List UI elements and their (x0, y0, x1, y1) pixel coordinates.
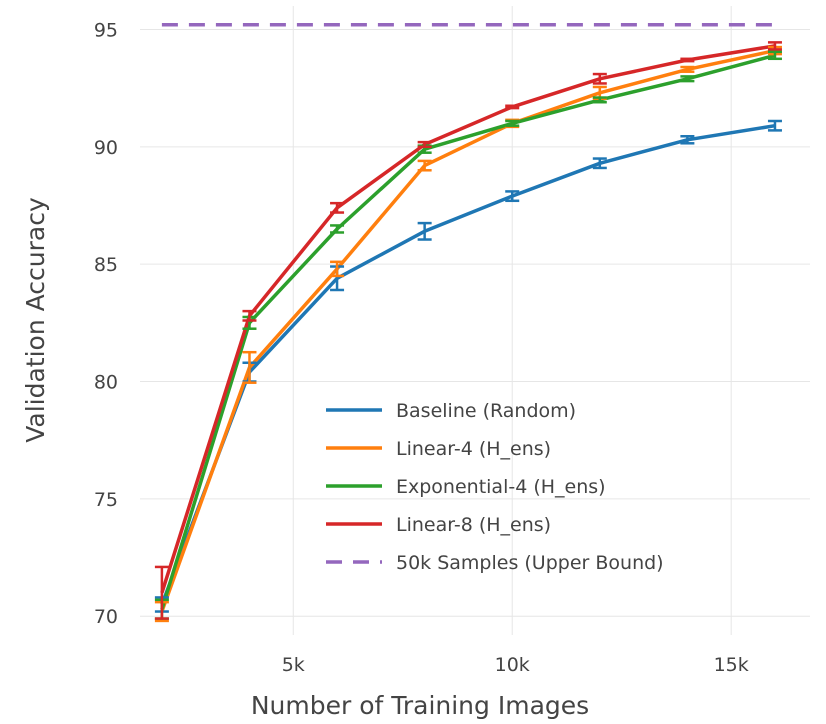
error-bar (592, 72, 607, 85)
error-bar (767, 119, 782, 132)
error-bar (242, 309, 257, 322)
error-bar (680, 65, 695, 73)
legend-label: Baseline (Random) (396, 400, 576, 422)
series-line-1 (160, 48, 776, 613)
y-tick-label: 80 (94, 372, 118, 394)
error-bar (505, 119, 520, 127)
error-bar (330, 260, 345, 278)
error-bar (592, 157, 607, 170)
error-bar (680, 135, 695, 145)
y-tick-label: 90 (94, 137, 118, 159)
error-bar (505, 104, 520, 110)
error-bar (417, 159, 432, 172)
legend-label: Exponential-4 (H_ens) (396, 476, 606, 498)
legend-item: Linear-8 (H_ens) (326, 514, 551, 536)
error-bar (330, 201, 345, 214)
error-bar (330, 224, 345, 234)
legend-label: Linear-8 (H_ens) (396, 514, 551, 536)
legend-label: Linear-4 (H_ens) (396, 438, 551, 460)
error-bar (242, 350, 257, 384)
grid (140, 6, 810, 635)
x-tick-label: 10k (495, 654, 530, 676)
error-bar (680, 57, 695, 63)
x-tick-labels: 5k 10k 15k (282, 654, 749, 676)
y-tick-labels: 70 75 80 85 90 95 (94, 19, 118, 628)
error-bar (767, 41, 782, 51)
error-bar (680, 75, 695, 83)
legend-label: 50k Samples (Upper Bound) (396, 552, 664, 574)
y-tick-label: 75 (94, 489, 118, 511)
error-bar (767, 50, 782, 61)
legend-item: Linear-4 (H_ens) (326, 438, 551, 460)
series-line-2 (160, 53, 776, 610)
y-axis-title: Validation Accuracy (21, 197, 50, 443)
legend-item: 50k Samples (Upper Bound) (326, 552, 664, 574)
legend-item: Baseline (Random) (326, 400, 576, 422)
series-line-3 (160, 44, 776, 594)
legend-item: Exponential-4 (H_ens) (326, 476, 606, 498)
x-axis-title: Number of Training Images (251, 691, 589, 720)
series-lines (160, 23, 776, 613)
x-tick-label: 15k (714, 654, 749, 676)
y-tick-label: 85 (94, 254, 118, 276)
error-bars (154, 41, 782, 623)
error-bar (417, 221, 432, 241)
y-tick-label: 70 (94, 606, 118, 628)
series-line-0 (160, 123, 776, 606)
legend: Baseline (Random) Linear-4 (H_ens) Exponen… (326, 400, 664, 574)
y-tick-label: 95 (94, 19, 118, 41)
error-bar (417, 140, 432, 149)
error-bar (592, 96, 607, 104)
error-bar (505, 190, 520, 203)
error-bar (154, 565, 169, 620)
x-tick-label: 5k (282, 654, 305, 676)
